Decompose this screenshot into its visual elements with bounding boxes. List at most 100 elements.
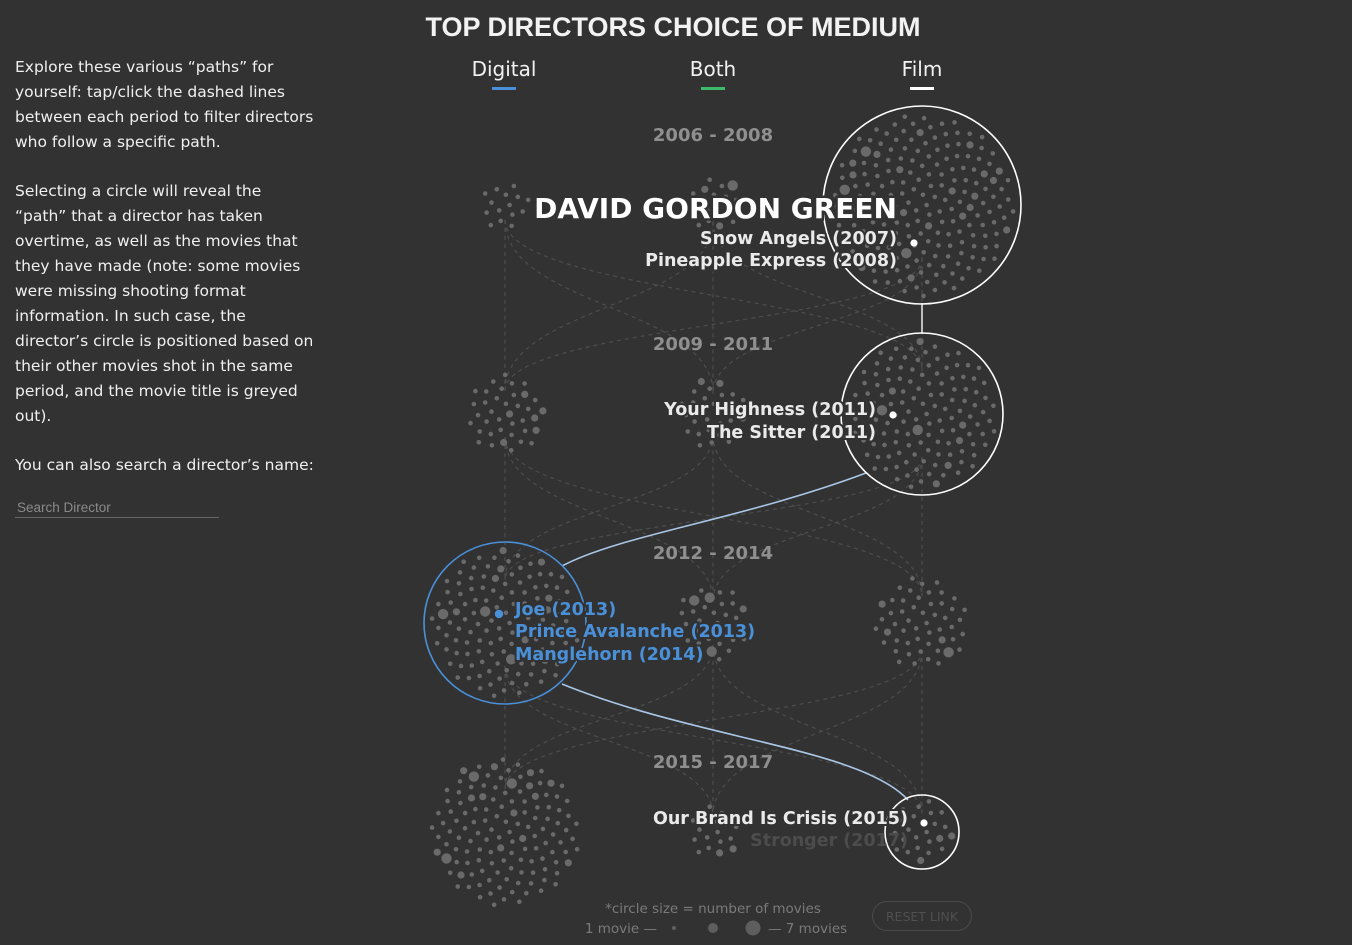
director-dot[interactable] [924,202,929,208]
director-dot[interactable] [690,400,696,405]
director-dot[interactable] [522,590,527,595]
director-dot[interactable] [888,387,897,395]
director-dot[interactable] [990,151,996,156]
director-dot[interactable] [454,818,459,824]
director-dot[interactable] [480,585,486,590]
director-dot[interactable] [924,620,929,626]
director-dot[interactable] [902,355,908,360]
director-dot[interactable] [719,392,725,398]
director-dot[interactable] [458,591,463,597]
director-dot[interactable] [906,827,911,832]
director-dot[interactable] [952,387,957,392]
director-dot[interactable] [916,386,921,392]
director-dot[interactable] [901,128,906,134]
director-dot[interactable] [892,830,898,836]
director-dot[interactable] [914,467,919,472]
director-dot[interactable] [884,131,889,136]
director-dot[interactable] [692,419,697,424]
director-dot[interactable] [508,448,514,453]
director-dot[interactable] [555,820,561,826]
director-dot[interactable] [997,204,1002,209]
director-dot[interactable] [949,206,954,212]
transition-dashed-line[interactable] [504,649,923,790]
director-dot[interactable] [892,122,898,127]
director-dot[interactable] [911,396,917,401]
director-dot[interactable] [697,618,702,623]
director-dot[interactable] [503,401,509,407]
director-dot[interactable] [706,218,711,224]
director-dot[interactable] [894,220,900,225]
director-dot[interactable] [967,131,972,137]
director-dot[interactable] [1003,226,1011,234]
director-dot[interactable] [719,183,725,189]
director-dot[interactable] [888,356,894,361]
director-dot[interactable] [718,630,723,635]
director-dot[interactable] [926,363,932,368]
director-dot[interactable] [517,580,523,585]
director-dot[interactable] [932,287,938,293]
director-dot[interactable] [489,200,494,205]
director-dot[interactable] [707,177,712,182]
director-dot[interactable] [936,452,941,457]
director-dot[interactable] [690,609,696,614]
director-dot[interactable] [875,173,880,179]
director-dot[interactable] [465,860,470,866]
director-dot[interactable] [851,222,857,228]
director-dot[interactable] [540,617,546,623]
director-dot[interactable] [871,191,876,197]
director-dot[interactable] [915,218,920,224]
director-dot[interactable] [907,274,915,282]
director-dot[interactable] [921,459,926,464]
director-dot[interactable] [462,617,468,622]
director-dot[interactable] [893,231,899,236]
director-dot[interactable] [994,231,999,237]
director-dot[interactable] [468,575,474,581]
director-dot[interactable] [987,418,992,424]
director-dot[interactable] [524,681,529,687]
director-dot[interactable] [853,237,861,245]
director-dot[interactable] [926,471,932,477]
director-dot[interactable] [932,612,938,618]
director-dot[interactable] [519,834,527,843]
director-dot[interactable] [890,179,895,185]
director-dot[interactable] [529,859,534,864]
director-dot[interactable] [484,628,489,633]
director-dot[interactable] [949,624,954,630]
director-dot[interactable] [509,889,515,895]
director-dot[interactable] [697,827,702,832]
director-dot[interactable] [494,187,500,192]
director-dot[interactable] [906,409,911,414]
director-dot[interactable] [542,877,547,883]
director-dot[interactable] [957,408,963,414]
director-dot[interactable] [521,390,529,398]
director-dot[interactable] [925,222,933,230]
director-dot[interactable] [901,419,906,424]
director-dot[interactable] [733,406,739,412]
director-dot[interactable] [484,419,489,424]
director-dot[interactable] [518,774,523,780]
director-dot[interactable] [874,127,879,132]
director-dot[interactable] [462,810,468,816]
director-dot[interactable] [893,346,899,352]
director-dot[interactable] [482,818,488,823]
director-dot[interactable] [976,156,982,162]
director-dot[interactable] [926,641,931,647]
director-dot[interactable] [553,673,558,678]
director-dot[interactable] [945,352,950,358]
director-dot[interactable] [991,429,997,434]
director-dot[interactable] [692,837,697,842]
director-dot[interactable] [711,610,717,616]
director-dot[interactable] [504,668,510,673]
director-dot[interactable] [496,208,502,213]
director-dot[interactable] [901,248,912,259]
director-dot[interactable] [723,821,729,827]
director-dot[interactable] [983,186,988,192]
director-dot[interactable] [715,202,720,208]
director-dot[interactable] [550,640,555,646]
director-dot[interactable] [716,849,724,857]
director-dot[interactable] [480,606,491,617]
director-dot[interactable] [550,849,555,855]
director-dot[interactable] [882,233,887,239]
director-dot[interactable] [971,243,977,249]
director-dot[interactable] [692,210,697,215]
